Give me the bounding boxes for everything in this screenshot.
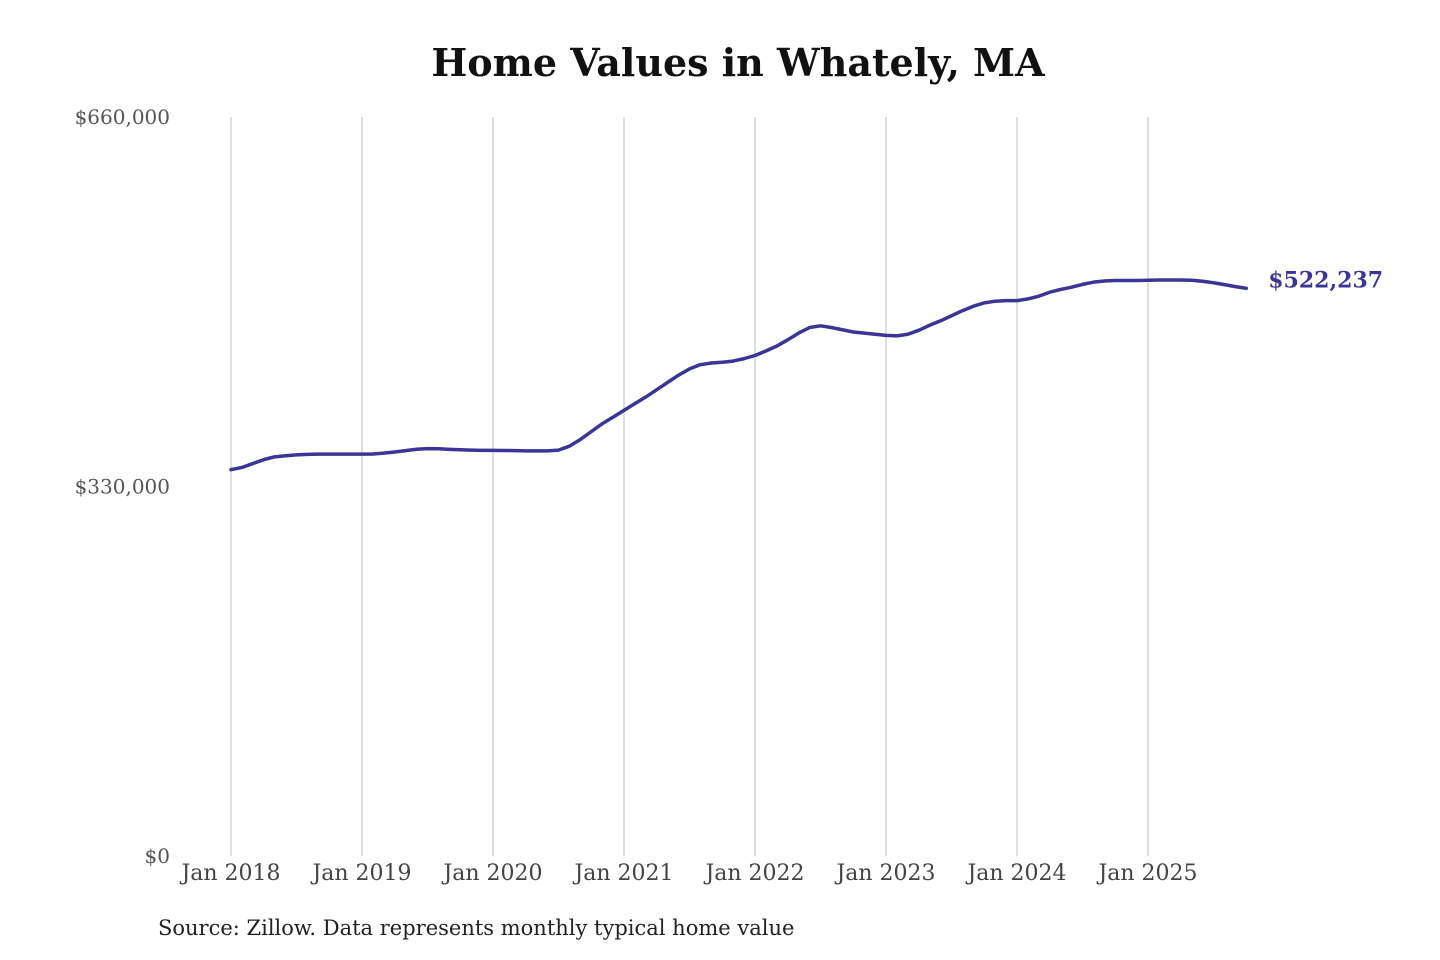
x-tick-label: Jan 2023 [834, 861, 935, 886]
x-tick-label: Jan 2025 [1096, 861, 1197, 886]
end-value-label: $522,237 [1268, 267, 1383, 293]
x-tick-label: Jan 2018 [179, 861, 280, 886]
x-tick-label: Jan 2022 [703, 861, 804, 886]
y-tick-label: $330,000 [75, 475, 170, 499]
x-tick-label: Jan 2019 [310, 861, 411, 886]
y-axis: $0 $330,000 $660,000 [75, 105, 170, 868]
grid-layer [230, 117, 1149, 856]
y-tick-label: $0 [145, 844, 170, 868]
x-tick-label: Jan 2020 [441, 861, 542, 886]
chart-title: Home Values in Whately, MA [431, 40, 1045, 85]
series-line-0 [229, 278, 1248, 472]
y-tick-label: $660,000 [75, 105, 170, 129]
annotation-layer: $522,237 [1268, 267, 1383, 293]
x-axis: Jan 2018 Jan 2019 Jan 2020 Jan 2021 Jan 2022… [179, 861, 1197, 886]
series-layer [229, 278, 1248, 472]
source-note: Source: Zillow. Data represents monthly … [158, 916, 795, 940]
x-tick-label: Jan 2021 [572, 861, 673, 886]
x-tick-label: Jan 2024 [965, 861, 1066, 886]
